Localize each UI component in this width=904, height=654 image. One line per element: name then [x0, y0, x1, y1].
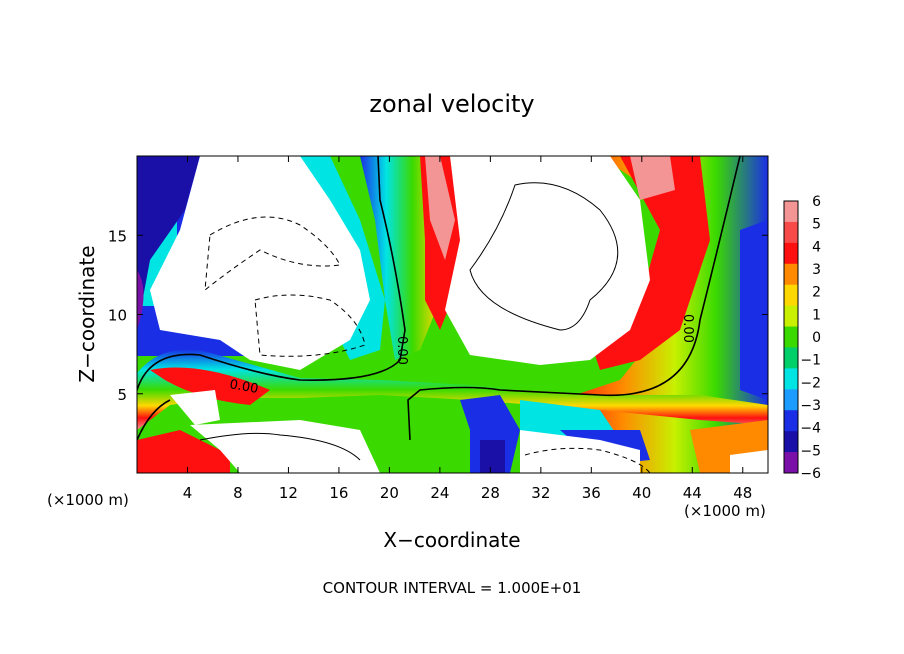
colorbar-label: 4	[812, 239, 821, 255]
y-axis-ticks: 5 10 15	[108, 227, 768, 404]
x-tick-label: 28	[481, 484, 500, 502]
colorbar-label: 2	[812, 285, 821, 301]
colorbar-label: −1	[800, 353, 821, 369]
x-unit-label-right: (×1000 m)	[684, 502, 766, 520]
colorbar-label: −6	[800, 466, 821, 482]
colorbar-label: 1	[812, 307, 821, 323]
colorbar-swatch	[784, 452, 798, 474]
x-tick-label: 20	[380, 484, 399, 502]
x-tick-label: 16	[329, 484, 348, 502]
colorbar-label: −2	[800, 375, 821, 391]
y-axis-label: Z−coordinate	[75, 245, 99, 382]
x-unit-label-left: (×1000 m)	[47, 491, 129, 509]
y-tick-label: 15	[108, 227, 127, 245]
x-axis-ticks: 4 8 12 16 20 24 28 32 36 40 44 48	[183, 156, 752, 502]
colorbar-swatch	[784, 410, 798, 432]
x-tick-label: 12	[279, 484, 298, 502]
colorbar-label: −4	[800, 421, 821, 437]
y-tick-label: 10	[108, 307, 127, 325]
contour-label: 0.00	[228, 377, 259, 397]
contour-interval-footer: CONTOUR INTERVAL = 1.000E+01	[323, 579, 582, 597]
y-tick-label: 5	[117, 386, 127, 404]
colorbar-label: 3	[812, 262, 821, 278]
colorbar-swatch	[784, 305, 798, 328]
colorbar-swatch	[784, 368, 798, 390]
colorbar-swatch	[784, 201, 798, 223]
colorbar-frame	[783, 200, 799, 474]
x-tick-label: 8	[233, 484, 243, 502]
colorbar-swatch	[784, 431, 798, 453]
colorbar-swatch	[784, 389, 798, 411]
colorbar-swatch	[784, 347, 798, 369]
colorbar-label: −5	[800, 443, 821, 459]
colorbar-label: 5	[812, 217, 821, 233]
x-tick-label: 40	[632, 484, 651, 502]
colorbar-swatch	[784, 242, 798, 265]
x-tick-label: 36	[582, 484, 601, 502]
contour-label: 0.00	[394, 336, 409, 365]
x-tick-label: 24	[430, 484, 449, 502]
colorbar-label: −3	[800, 398, 821, 414]
chart-title: zonal velocity	[369, 90, 534, 118]
colorbar-label: 0	[812, 330, 821, 346]
colorbar-swatch	[784, 326, 798, 348]
colorbar-label: 6	[812, 194, 821, 210]
x-tick-label: 32	[531, 484, 550, 502]
colorbar-swatch	[784, 284, 798, 307]
contour-label: 0.00	[680, 314, 695, 343]
x-tick-label: 4	[183, 484, 193, 502]
x-tick-label: 48	[733, 484, 752, 502]
colorbar: 6 5 4 3 2 1 0 −1 −2 −3 −4 −5 −6	[783, 194, 821, 482]
x-axis-label: X−coordinate	[383, 528, 520, 552]
x-tick-label: 44	[683, 484, 702, 502]
colorbar-swatch	[784, 263, 798, 286]
colorbar-swatch	[784, 221, 798, 244]
heatmap-field	[137, 156, 768, 473]
